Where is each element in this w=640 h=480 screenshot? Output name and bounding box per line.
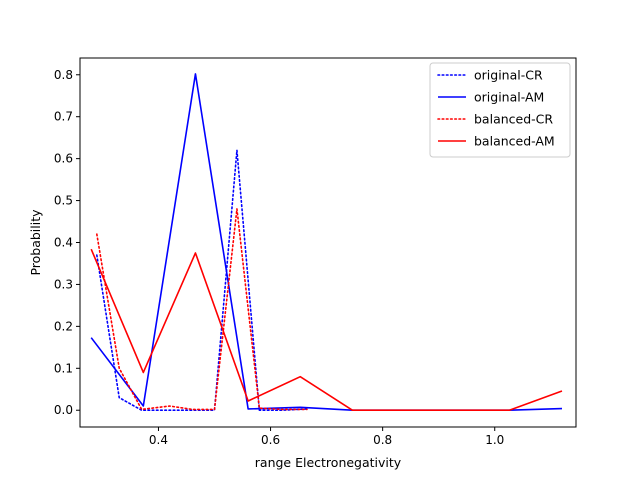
y-tick-label: 0.0 xyxy=(54,403,73,417)
y-tick-label: 0.6 xyxy=(54,152,73,166)
y-axis-label: Probability xyxy=(28,209,43,276)
x-tick-label: 1.0 xyxy=(485,433,504,447)
series-line-balanced-CR xyxy=(96,208,308,411)
legend-label: original-CR xyxy=(474,68,543,83)
y-tick-label: 0.8 xyxy=(54,68,73,82)
y-axis-ticks: 0.0 0.1 0.2 0.3 0.4 0.5 0.6 0.7 0.8 xyxy=(54,68,80,417)
y-tick-label: 0.7 xyxy=(54,110,73,124)
y-tick-label: 0.5 xyxy=(54,194,73,208)
legend-label: balanced-CR xyxy=(474,112,553,127)
legend-label: original-AM xyxy=(474,90,544,105)
x-axis-label: range Electronegativity xyxy=(255,455,402,470)
x-tick-label: 0.4 xyxy=(149,433,168,447)
y-tick-label: 0.3 xyxy=(54,277,73,291)
y-tick-label: 0.1 xyxy=(54,361,73,375)
legend-label: balanced-AM xyxy=(474,134,555,149)
series-line-balanced-AM xyxy=(90,248,563,412)
series-layer xyxy=(90,73,563,412)
y-tick-label: 0.2 xyxy=(54,319,73,333)
legend: original-CR original-AM balanced-CR balance… xyxy=(429,62,571,158)
x-tick-label: 0.6 xyxy=(261,433,280,447)
x-tick-label: 0.8 xyxy=(373,433,392,447)
y-tick-label: 0.4 xyxy=(54,236,73,250)
legend-box xyxy=(429,62,571,158)
series-line-original-CR xyxy=(96,149,308,412)
x-axis-ticks: 0.4 0.6 0.8 1.0 xyxy=(149,427,504,447)
